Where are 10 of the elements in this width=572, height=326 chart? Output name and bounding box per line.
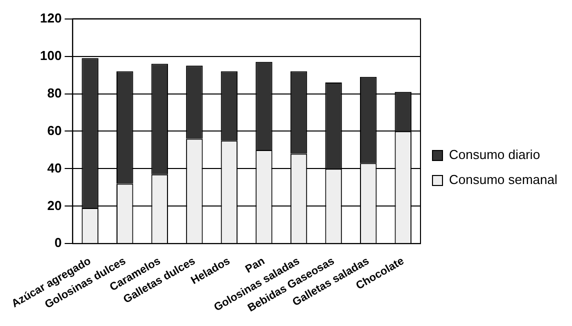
- x-tick-label: Pan: [244, 255, 268, 276]
- y-tick-label: 20: [47, 198, 62, 213]
- y-tick-label: 0: [54, 235, 62, 250]
- y-tick-label: 100: [40, 48, 62, 63]
- y-tick-label: 80: [47, 85, 62, 100]
- legend-label: Consumo semanal: [449, 172, 558, 188]
- y-tick-label: 60: [47, 122, 62, 138]
- legend-label: Consumo diario: [449, 147, 540, 162]
- y-tick-label: 120: [40, 10, 62, 26]
- y-tick-label: 40: [47, 160, 62, 176]
